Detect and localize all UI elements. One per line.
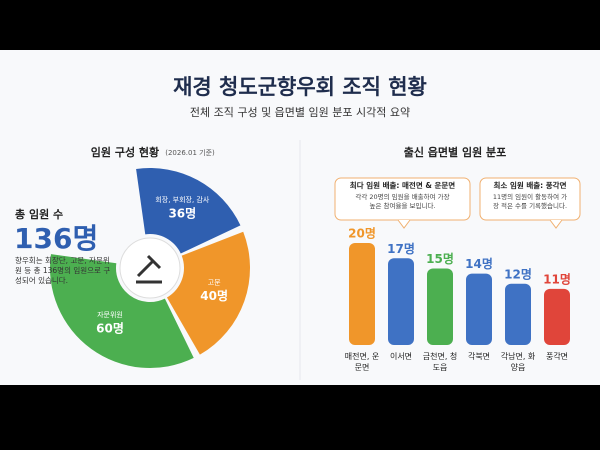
total-title: 총 임원 수 <box>15 207 63 221</box>
section-subtitle: (2026.01 기준) <box>165 148 215 157</box>
slice-value: 36명 <box>168 207 196 221</box>
bar <box>349 243 375 345</box>
bar-value-label: 14명 <box>465 257 493 271</box>
bar <box>466 273 492 345</box>
gavel-icon <box>136 254 162 284</box>
slice-value: 60명 <box>96 321 124 335</box>
pie-slice <box>136 168 241 254</box>
slice-label: 회장, 부회장, 감사 <box>155 195 210 204</box>
page-title: 재경 청도군향우회 조직 현황 <box>173 75 427 99</box>
bar <box>505 283 531 345</box>
x-tick-label: 각남면, 화양읍 <box>500 352 536 372</box>
pie-slice <box>166 231 250 355</box>
callout-pointer <box>549 219 563 229</box>
callout-box <box>479 177 581 221</box>
bar-value-label: 15명 <box>426 252 454 266</box>
slice-value: 40명 <box>200 289 228 303</box>
callout-title: 최다 임원 배출: 매전면 & 운문면 <box>349 181 456 190</box>
callout-text: 11명의 임원이 활동하여 가장 적은 수를 기록했습니다. <box>492 193 568 210</box>
bar <box>388 258 414 345</box>
callout-title: 최소 임원 배출: 풍각면 <box>493 181 567 190</box>
x-tick-label: 풍각면 <box>545 352 569 361</box>
slice-label: 자문위원 <box>97 310 123 319</box>
x-tick-label: 금천면, 청도읍 <box>422 352 458 372</box>
total-value: 136명 <box>14 222 98 255</box>
bar <box>544 288 570 345</box>
description: 향우회는 회장단, 고문, 자문위원 등 총 136명의 임원으로 구성되어 있… <box>15 256 111 286</box>
pie-slice <box>49 254 194 368</box>
page-subtitle: 전체 조직 구성 및 읍면별 임원 분포 시각적 요약 <box>190 105 410 119</box>
section-title: 임원 구성 현황 <box>91 145 159 159</box>
x-tick-label: 매전면, 운문면 <box>344 352 380 372</box>
x-tick-label: 각북면 <box>467 352 491 361</box>
center-circle <box>119 237 181 299</box>
x-tick-label: 이서면 <box>389 352 413 361</box>
bar-value-label: 20명 <box>348 227 376 241</box>
bar-value-label: 12명 <box>504 267 532 281</box>
section-title: 출신 읍면별 임원 분포 <box>404 145 507 159</box>
bar-value-label: 11명 <box>543 272 571 286</box>
bar-value-label: 17명 <box>387 242 415 256</box>
callout-pointer <box>397 219 411 229</box>
bar <box>427 268 453 345</box>
slice-label: 고문 <box>208 279 221 287</box>
callout-text: 각각 20명의 임원을 배출하여 가장 높은 참여율을 보입니다. <box>355 193 450 210</box>
